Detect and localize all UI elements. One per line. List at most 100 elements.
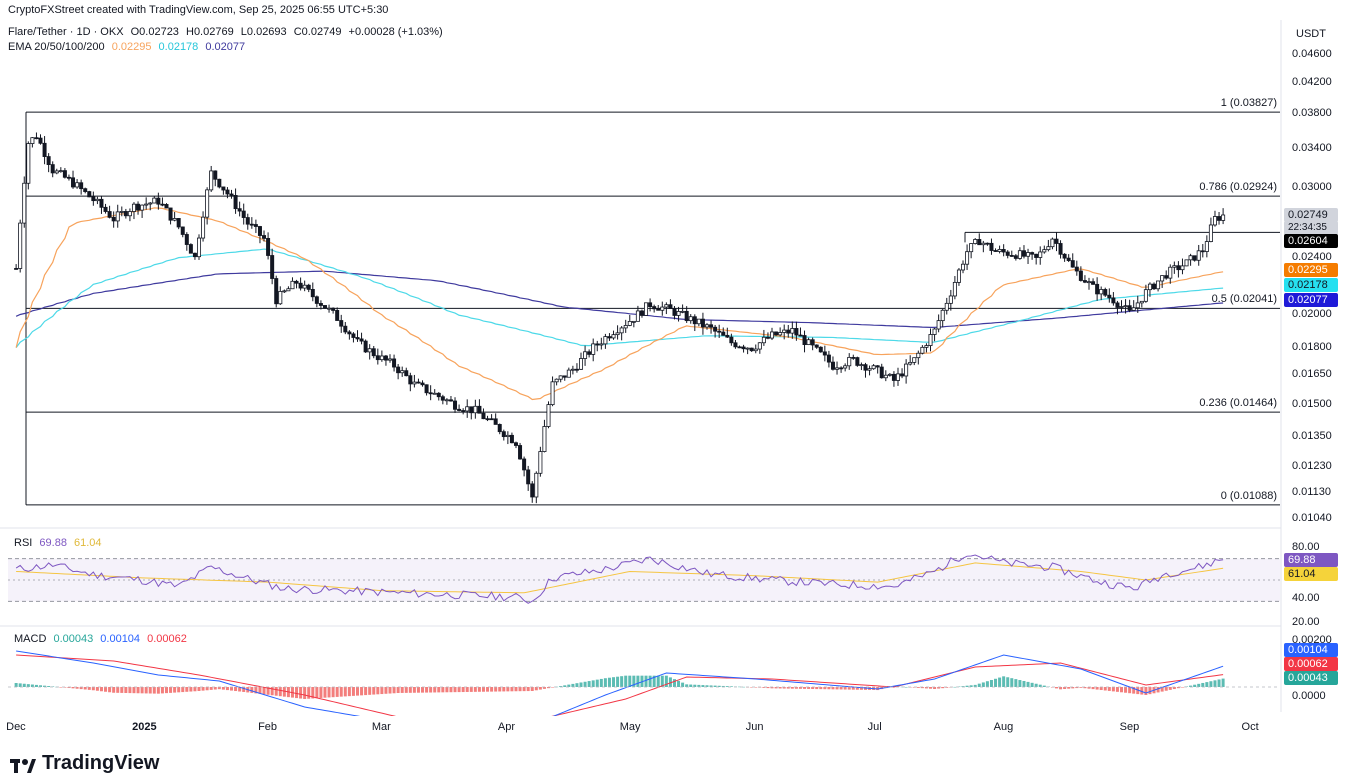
candle-body	[895, 373, 900, 381]
candle-body	[867, 368, 872, 371]
macd-hist-bar	[465, 687, 469, 692]
macd-legend[interactable]: MACD 0.00043 0.00104 0.00062	[14, 633, 191, 645]
candle-body	[481, 412, 486, 420]
macd-hist-bar	[120, 687, 124, 693]
candle-body	[241, 210, 246, 218]
macd-hist-bar	[1042, 685, 1046, 687]
macd-hist-bar	[360, 687, 364, 696]
candle-body	[912, 357, 917, 363]
candle-body	[1050, 238, 1055, 248]
macd-hist-bar	[449, 687, 453, 693]
candle-body	[977, 239, 982, 246]
candle-body	[131, 203, 136, 212]
candle-body	[924, 345, 929, 348]
candle-body	[314, 296, 319, 304]
macd-hist-bar	[729, 686, 733, 687]
candle-body	[322, 305, 327, 309]
symbol-title[interactable]: Flare/Tether · 1D · OKX	[8, 26, 124, 38]
macd-hist-bar	[1002, 676, 1006, 687]
macd-hist-bar	[469, 687, 473, 692]
tradingview-logo[interactable]: TradingView	[10, 752, 159, 775]
macd-hist-bar	[587, 681, 591, 687]
macd-hist-bar	[916, 687, 920, 688]
macd-hist-bar	[636, 675, 640, 687]
price-axis-label: 0.01350	[1292, 430, 1332, 443]
macd-hist-bar	[1018, 680, 1022, 687]
macd-line	[16, 650, 1224, 716]
macd-hist-bar	[546, 687, 550, 689]
macd-hist-bar	[238, 687, 242, 692]
candle-body	[286, 288, 291, 292]
macd-hist-bar	[933, 687, 937, 689]
candle-body	[774, 331, 779, 336]
price-axis-label: 0.01130	[1292, 486, 1331, 499]
candle-body	[262, 235, 267, 239]
ema-legend[interactable]: EMA 20/50/100/200 0.02295 0.02178 0.0207…	[8, 41, 249, 53]
rsi-legend[interactable]: RSI 69.88 61.04	[14, 537, 106, 549]
chart-credit: CryptoFXStreet created with TradingView.…	[8, 4, 389, 16]
macd-hist-bar	[920, 687, 924, 689]
candle-body	[737, 346, 742, 349]
candle-body	[1058, 243, 1063, 255]
candle-body	[648, 302, 653, 307]
macd-hist-bar	[681, 682, 685, 687]
candle-body	[855, 357, 860, 366]
macd-hist-bar	[713, 685, 717, 687]
macd-hist-bar	[79, 687, 83, 690]
macd-hist-bar	[831, 687, 835, 690]
candle-body	[786, 329, 791, 334]
candle-body	[318, 303, 323, 306]
candle-body	[180, 226, 185, 235]
macd-hist-bar	[1063, 687, 1067, 690]
macd-hist-bar	[14, 683, 18, 687]
macd-hist-bar	[164, 687, 168, 694]
candle-body	[538, 451, 543, 474]
macd-hist-bar	[1006, 677, 1010, 687]
currency-label: USDT	[1296, 28, 1326, 40]
candle-body	[123, 211, 128, 217]
rsi-axis-80: 80.00	[1292, 541, 1320, 553]
macd-hist-bar	[1128, 687, 1132, 694]
candle-body	[119, 211, 124, 213]
macd-hist-bar	[477, 687, 481, 692]
rsi-ma-tag: 61.04	[1284, 567, 1338, 581]
candle-body	[993, 250, 998, 252]
candle-body	[749, 347, 754, 352]
candle-body	[1131, 307, 1136, 311]
macd-hist-bar	[144, 687, 148, 694]
candle-body	[843, 365, 848, 369]
candle-body	[790, 328, 795, 334]
macd-hist-bar	[538, 687, 542, 690]
candle-body	[34, 137, 39, 140]
macd-hist-bar	[441, 687, 445, 693]
macd-hist-bar	[376, 687, 380, 695]
macd-hist-bar	[1201, 682, 1205, 687]
symbol-line: Flare/Tether · 1D · OKX O0.02723 H0.0276…	[8, 26, 447, 38]
macd-hist-bar	[1038, 684, 1042, 687]
macd-hist-bar	[22, 683, 26, 687]
candle-body	[1156, 280, 1161, 290]
fib-level-label: 1 (0.03827)	[1220, 97, 1277, 110]
macd-hist-bar	[392, 687, 396, 694]
candle-body	[461, 410, 466, 412]
candle-body	[826, 354, 831, 363]
candle-body	[1127, 305, 1132, 311]
candle-body	[327, 307, 332, 310]
candle-body	[546, 404, 551, 427]
macd-hist-bar	[364, 687, 368, 696]
macd-hist-bar	[1099, 687, 1103, 691]
candle-body	[448, 399, 453, 402]
macd-signal-tag: 0.00062	[1284, 657, 1338, 671]
candle-body	[1099, 289, 1104, 295]
candle-body	[745, 347, 750, 350]
macd-hist-bar	[1136, 687, 1140, 695]
candle-body	[87, 191, 92, 198]
macd-hist-bar	[404, 687, 408, 693]
candle-body	[270, 255, 275, 279]
macd-hist-bar	[234, 687, 238, 692]
candle-body	[436, 392, 441, 398]
price-tag: 0.02178	[1284, 278, 1338, 292]
macd-hist-bar	[425, 687, 429, 693]
macd-hist-bar	[177, 687, 181, 693]
